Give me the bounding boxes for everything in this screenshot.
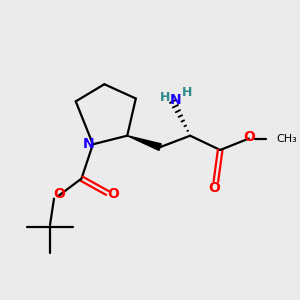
Text: N: N [83,137,94,151]
Text: H: H [160,91,170,103]
Text: O: O [208,181,220,195]
Text: O: O [243,130,255,144]
Text: O: O [53,187,65,201]
Text: H: H [182,86,192,99]
Text: CH₃: CH₃ [277,134,297,144]
Text: O: O [108,187,119,201]
Polygon shape [127,136,161,150]
Text: N: N [169,93,181,107]
